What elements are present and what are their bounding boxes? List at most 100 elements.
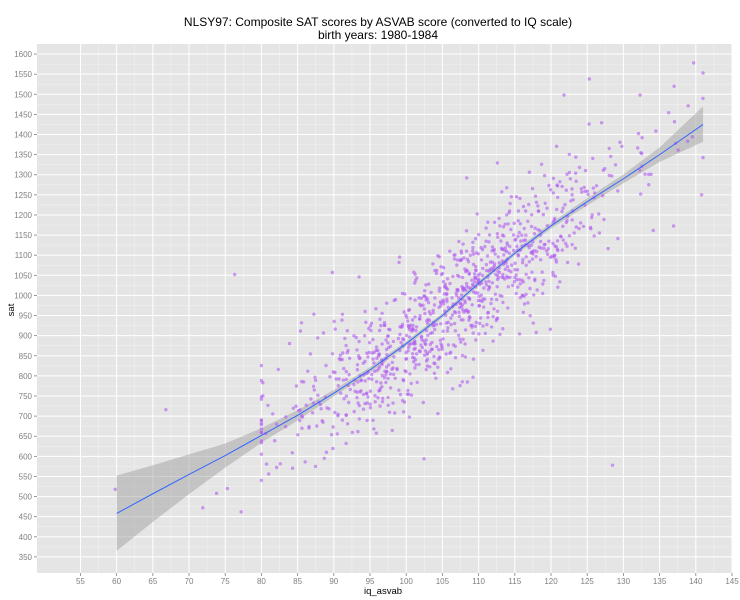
y-tick-label: 1100 [15,251,33,260]
data-point [438,300,443,304]
data-point [450,313,455,317]
data-point [413,298,417,302]
data-point [569,199,573,203]
data-point [428,331,433,335]
data-point [506,285,510,289]
data-point [409,342,413,346]
data-point [542,243,546,247]
data-point [500,247,504,252]
data-point [412,270,416,274]
data-point [460,353,465,358]
data-point [422,294,426,298]
data-point [409,381,413,386]
data-point [357,403,361,408]
data-point [436,411,440,416]
data-point [368,402,372,406]
data-point [372,361,376,365]
data-point [457,239,461,244]
data-point [636,146,640,150]
data-point [530,257,535,261]
data-point [463,267,467,271]
data-point [439,265,443,269]
y-tick-label: 800 [19,372,33,381]
data-point [373,394,377,398]
data-point [556,285,560,289]
data-point [477,303,481,308]
data-point [671,224,676,228]
data-point [467,271,471,275]
data-point [380,342,384,346]
data-point [512,221,516,225]
data-point [477,232,481,237]
data-point [613,163,618,167]
data-point [401,377,405,382]
data-point [422,307,427,311]
data-point [505,274,509,278]
data-point [639,192,643,196]
data-point [287,341,292,346]
data-point [555,207,559,212]
data-point [388,344,393,348]
data-point [290,451,294,455]
data-point [532,232,537,236]
data-point [201,506,205,510]
data-point [464,229,469,233]
data-point [393,376,397,380]
x-tick-label: 110 [472,577,485,586]
data-point [419,343,423,347]
data-point [259,363,264,368]
data-point [299,321,304,325]
data-point [378,317,382,321]
x-axis-title: iq_asvab [364,586,402,597]
x-tick-label: 95 [366,577,375,586]
data-point [355,348,359,352]
data-point [465,176,469,180]
x-tick-label: 140 [689,577,703,586]
data-point [338,353,343,357]
data-point [478,272,482,276]
data-point [410,352,415,356]
data-point [365,391,369,395]
data-point [397,388,401,392]
data-point [579,221,583,225]
data-point [453,253,457,257]
data-point [473,324,478,328]
y-tick-label: 900 [19,332,33,341]
data-point [588,225,593,230]
data-point [471,246,475,250]
data-point [495,309,500,313]
data-point [686,104,690,108]
data-point [590,215,594,220]
data-point [576,262,581,266]
data-point [554,144,559,148]
data-point [478,321,482,326]
data-point [380,311,384,315]
data-point [560,209,564,214]
data-point [445,299,449,304]
data-point [298,408,302,412]
data-point [414,328,418,333]
data-point [533,194,538,198]
data-point [451,274,455,279]
data-point [342,397,346,401]
data-point [413,346,417,351]
data-point [457,296,461,300]
data-point [524,255,528,259]
data-point [425,364,429,368]
data-point [401,410,406,414]
data-point [574,155,578,159]
data-point [554,258,558,262]
data-point [418,349,422,354]
data-point [485,254,490,258]
data-point [542,246,546,251]
data-point [616,189,620,193]
data-point [461,308,465,312]
data-point [520,260,525,265]
data-point [452,321,457,326]
data-point [636,131,641,136]
data-point [420,334,424,339]
data-point [355,363,360,367]
data-point [508,275,512,279]
data-point [336,414,340,418]
data-point [441,337,445,341]
